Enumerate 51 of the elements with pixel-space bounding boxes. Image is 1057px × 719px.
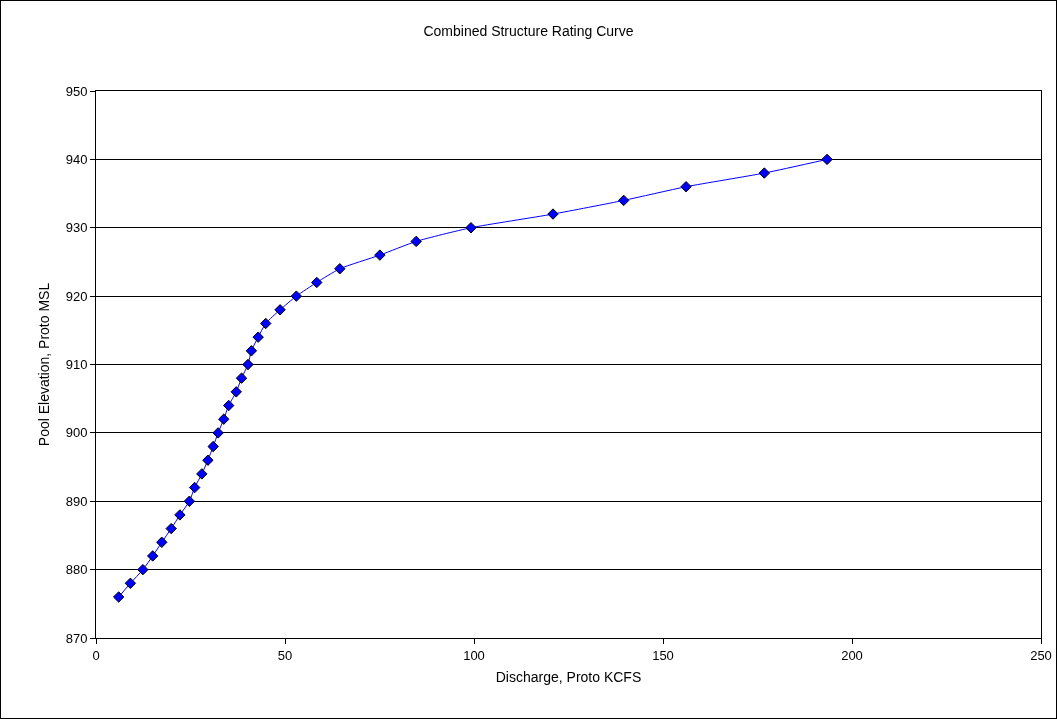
point — [137, 563, 149, 576]
point — [124, 577, 137, 589]
point — [680, 181, 692, 193]
point — [212, 427, 224, 439]
point — [547, 208, 559, 220]
point — [188, 481, 201, 494]
x-tick-label: 250 — [1030, 647, 1052, 663]
point — [252, 331, 264, 343]
point — [230, 386, 242, 398]
point — [334, 263, 346, 275]
x-tick-label: 150 — [652, 647, 674, 663]
x-tick-label: 200 — [841, 647, 863, 663]
point — [147, 550, 159, 562]
y-tick-label: 950 — [65, 83, 88, 99]
point — [274, 304, 286, 316]
point — [196, 468, 208, 480]
y-tick-label: 940 — [65, 151, 88, 167]
point — [260, 317, 272, 330]
point — [222, 399, 235, 412]
point — [183, 495, 196, 507]
point — [465, 222, 477, 234]
y-tick-label: 880 — [65, 562, 88, 578]
point — [410, 235, 422, 248]
y-tick-label: 870 — [65, 630, 88, 646]
y-axis-title: Pool Elevation, Proto MSL — [36, 282, 53, 447]
point — [112, 591, 125, 603]
y-tick-label: 930 — [65, 220, 88, 236]
y-tick-label: 920 — [65, 288, 88, 304]
point — [290, 290, 303, 302]
point — [311, 276, 323, 289]
x-tick-label: 50 — [277, 647, 293, 663]
y-tick-label: 900 — [65, 425, 88, 441]
x-tick-label: 100 — [463, 647, 485, 663]
point — [156, 536, 168, 548]
point — [207, 440, 219, 453]
chart-title: Combined Structure Rating Curve — [423, 22, 634, 39]
point — [242, 358, 254, 371]
point — [165, 522, 177, 535]
x-tick-label: 0 — [92, 647, 100, 663]
point — [821, 153, 833, 166]
point — [245, 345, 258, 357]
point — [174, 509, 186, 521]
point — [235, 372, 248, 384]
point — [758, 167, 770, 179]
point — [617, 194, 630, 207]
point — [218, 413, 230, 425]
x-axis-title: Discharge, Proto KCFS — [495, 668, 642, 685]
point — [202, 454, 214, 466]
y-tick-label: 910 — [65, 357, 88, 373]
point — [374, 249, 386, 261]
y-tick-label: 890 — [65, 493, 88, 509]
